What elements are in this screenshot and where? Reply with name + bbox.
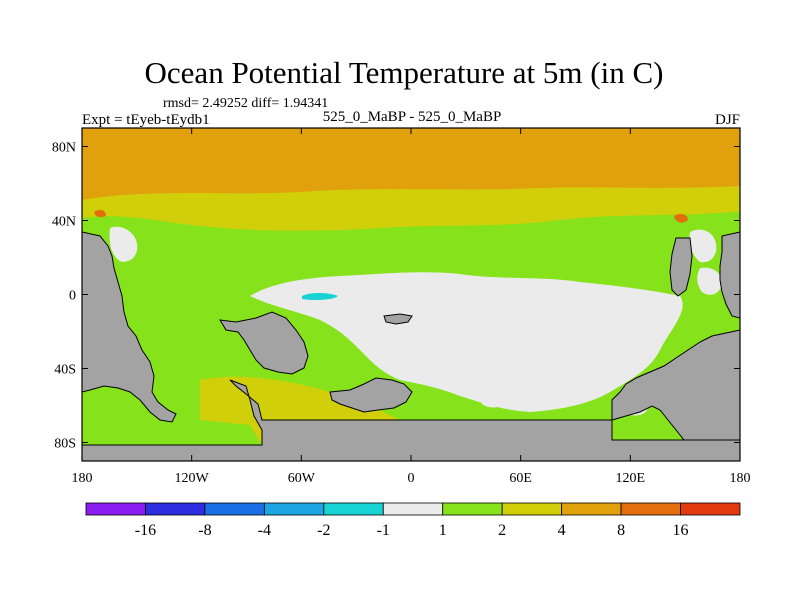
colorbar-swatch bbox=[442, 502, 503, 516]
lon-tick-label: 60W bbox=[288, 471, 316, 486]
colorbar-label: 2 bbox=[498, 522, 506, 539]
lon-tick-label: 120E bbox=[616, 471, 646, 486]
colorbar-swatch bbox=[85, 502, 146, 516]
colorbar-swatch bbox=[204, 502, 265, 516]
lon-tick-label: 120W bbox=[175, 471, 210, 486]
colorbar-label: 16 bbox=[673, 522, 689, 539]
colorbar-swatch bbox=[680, 502, 741, 516]
lat-tick-label: 40S bbox=[54, 363, 76, 378]
white-blob-west bbox=[109, 226, 138, 262]
lat-tick-label: 80S bbox=[54, 437, 76, 452]
white-blob-east bbox=[689, 229, 717, 263]
orange-spot-atlantic bbox=[674, 213, 688, 223]
colorbar-label: -1 bbox=[377, 522, 390, 539]
lat-tick-label: 0 bbox=[69, 289, 76, 304]
colorbar-swatch bbox=[263, 502, 325, 516]
land-masses bbox=[82, 231, 740, 461]
colorbar-swatch bbox=[501, 502, 563, 516]
band-neg2-neg1 bbox=[302, 293, 338, 300]
comparison-label: 525_0_MaBP - 525_0_MaBP bbox=[323, 109, 502, 125]
colorbar-label: -16 bbox=[135, 522, 156, 539]
land-south-continent-left bbox=[82, 329, 740, 461]
colorbar-swatch bbox=[620, 502, 681, 516]
lat-axis: 80N 40N 0 40S 80S bbox=[52, 141, 740, 452]
band-neg1-1 bbox=[250, 272, 683, 412]
colorbar-label: -2 bbox=[317, 522, 330, 539]
lon-axis: 180 120W 60W 0 60E 120E 180 bbox=[72, 128, 751, 486]
colorbar-swatch bbox=[145, 502, 206, 516]
colorbar-label: -8 bbox=[198, 522, 211, 539]
lon-tick-label: 180 bbox=[72, 471, 93, 486]
colorbar-label: -4 bbox=[258, 522, 271, 539]
season-label: DJF bbox=[715, 112, 740, 128]
colorbar-swatch bbox=[561, 502, 622, 516]
colorbar: -16 -8 -4 -2 -1 1 2 4 8 16 bbox=[85, 502, 741, 539]
orange-spot-pacific bbox=[94, 209, 106, 218]
map-panel: 80N 40N 0 40S 80S 180 120W 60W 0 60E 120E 180 bbox=[52, 127, 751, 486]
figure-title: Ocean Potential Temperature at 5m (in C) bbox=[145, 55, 664, 90]
colorbar-label: 4 bbox=[558, 522, 566, 539]
lat-tick-label: 40N bbox=[52, 215, 76, 230]
land-west-continent bbox=[82, 231, 177, 423]
land-east-island bbox=[669, 237, 693, 297]
land-east-continent bbox=[719, 231, 740, 319]
lat-tick-label: 80N bbox=[52, 141, 76, 156]
land-small-island bbox=[383, 313, 413, 325]
lon-tick-label: 0 bbox=[408, 471, 415, 486]
colorbar-swatch bbox=[382, 502, 444, 516]
colorbar-label: 8 bbox=[617, 522, 625, 539]
lon-tick-label: 60E bbox=[509, 471, 532, 486]
land-central-peninsula bbox=[219, 311, 309, 375]
land-south-island bbox=[329, 377, 413, 413]
stats-line: rmsd= 2.49252 diff= 1.94341 bbox=[163, 96, 328, 111]
lon-tick-label: 180 bbox=[730, 471, 751, 486]
white-blob-south-1 bbox=[480, 390, 506, 408]
white-blob-east-2 bbox=[697, 267, 722, 295]
colorbar-label: 1 bbox=[439, 522, 447, 539]
experiment-label: Expt = tEyeb-tEydb1 bbox=[82, 112, 210, 128]
colorbar-swatch bbox=[323, 502, 384, 516]
